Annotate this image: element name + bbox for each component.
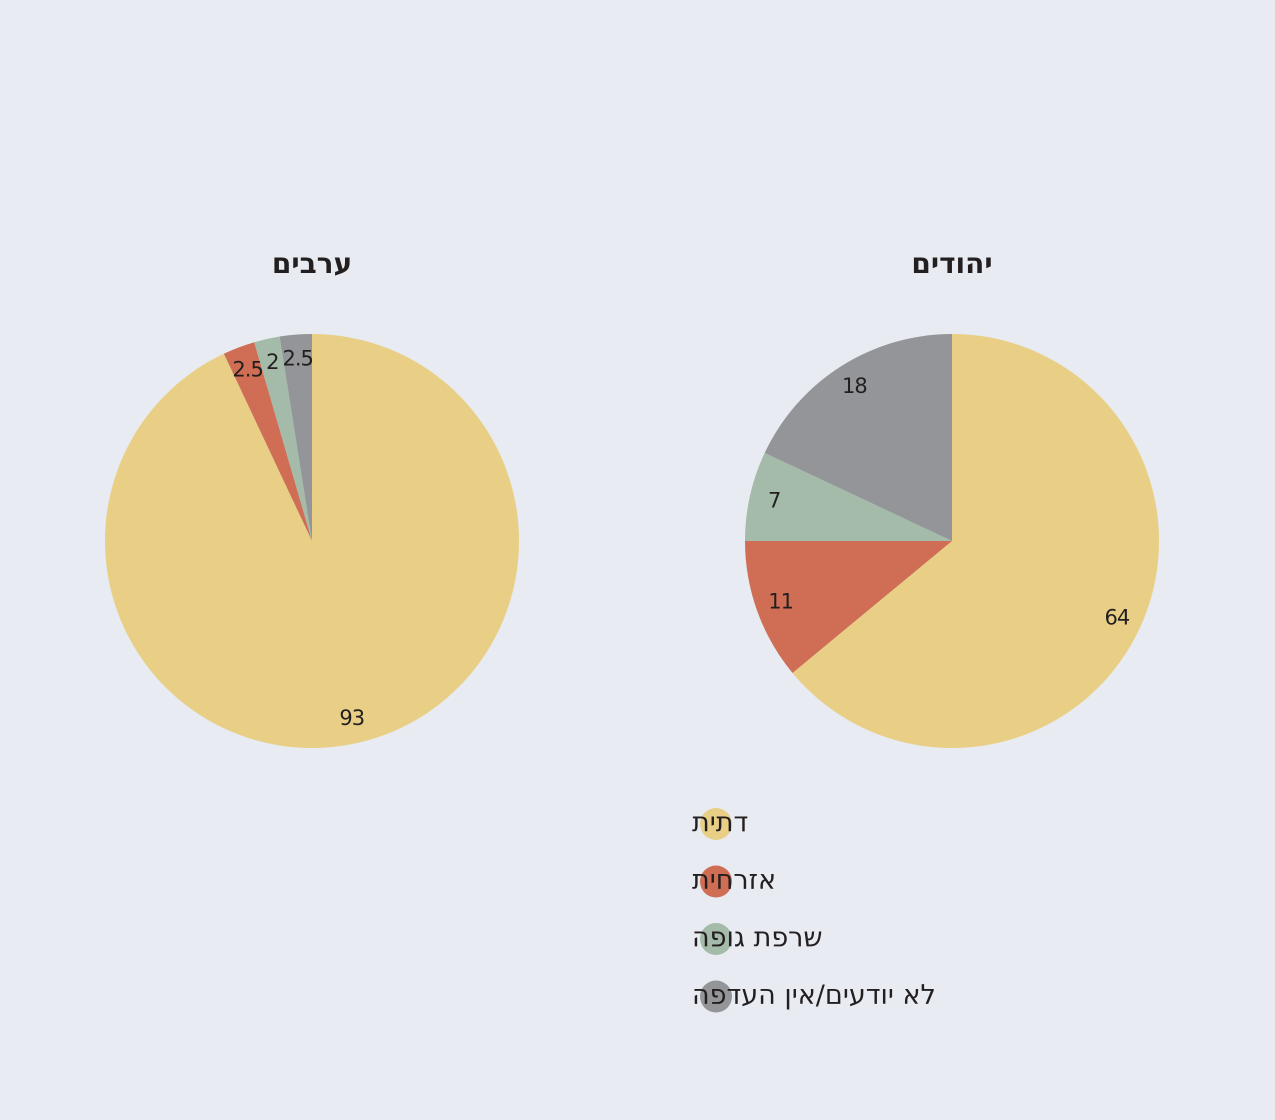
data-label: 2 [266,350,278,374]
chart-title: יהודים [911,247,992,280]
pie-slice [745,452,952,541]
legend-label: לא יודעים/אין העדפה [692,980,936,1011]
data-label: 93 [339,706,364,730]
chart-title: ערבים [272,247,352,280]
pie-slice [279,334,312,541]
data-label: 2.5 [232,358,262,382]
pie-slice [254,336,312,541]
legend-label: שרפת גופה [692,923,823,954]
legend-swatch [700,923,732,955]
legend-swatch [700,808,732,840]
legend-swatch [700,980,732,1013]
data-label: 7 [768,488,780,512]
pie-slice [745,541,952,673]
legend-label: אזרחית [692,865,776,896]
data-label: 64 [1104,606,1129,630]
data-label: 2.5 [283,346,313,370]
data-label: 11 [768,590,793,614]
pie-slice [764,334,952,541]
pie-slice [223,342,312,541]
legend-swatch [700,865,732,898]
data-label: 18 [842,374,867,398]
pie-slice [792,334,1159,749]
legend-label: דתית [692,808,748,839]
